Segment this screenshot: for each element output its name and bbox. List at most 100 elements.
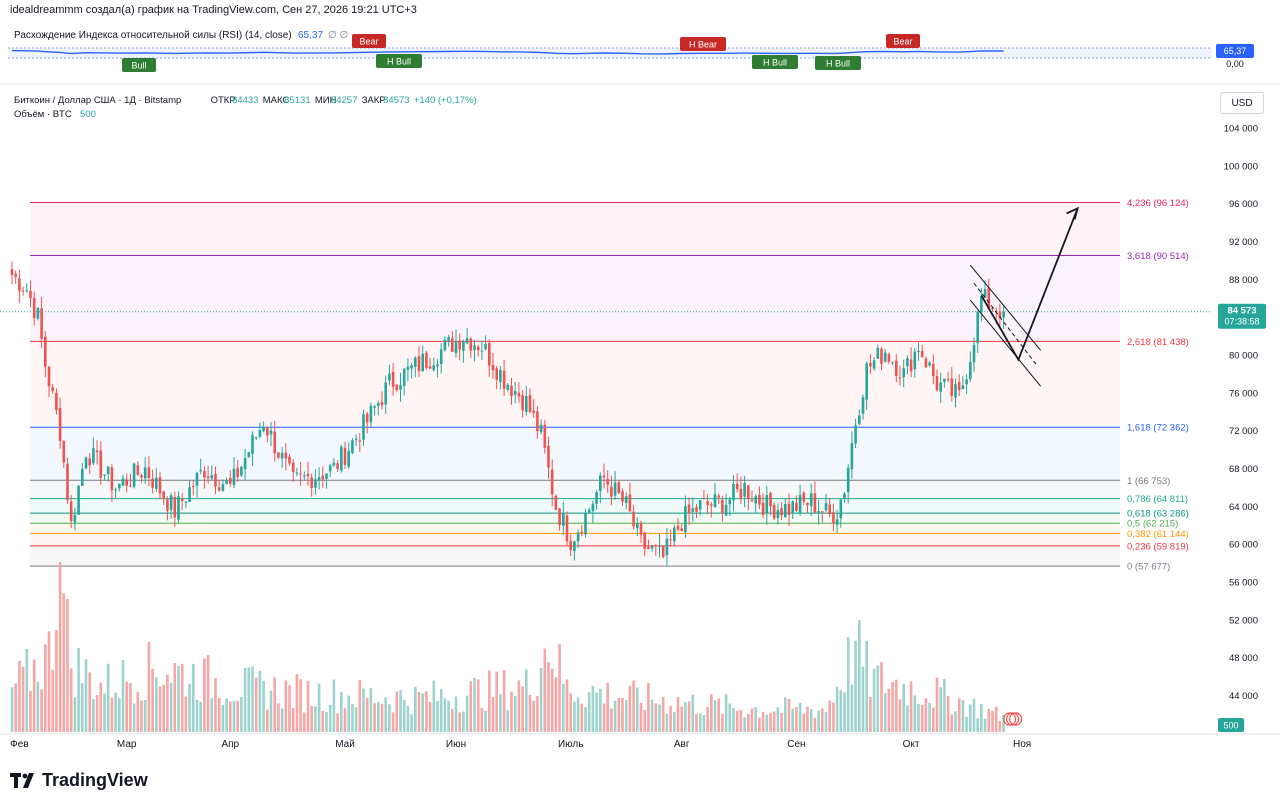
candle: [858, 409, 861, 426]
volume-bar: [917, 703, 920, 732]
candle: [439, 343, 443, 374]
candle-body: [580, 531, 584, 534]
volume-bar: [584, 707, 587, 732]
candle: [29, 280, 32, 308]
candle-body: [354, 438, 358, 440]
candle: [99, 441, 103, 485]
candle-body: [406, 366, 410, 370]
candle-body: [206, 476, 210, 478]
candle: [347, 442, 350, 469]
volume-bar: [473, 677, 476, 732]
volume-bar: [288, 685, 291, 732]
candle: [229, 470, 232, 487]
candle-body: [554, 495, 558, 510]
volume-bar: [547, 662, 550, 732]
candle-body: [118, 483, 121, 489]
candle-body: [883, 352, 887, 362]
candle: [865, 361, 868, 410]
price-tick-label: 60 000: [1229, 540, 1258, 551]
volume-bars: [10, 562, 1005, 732]
volume-bar: [684, 701, 687, 732]
candle-body: [321, 475, 325, 480]
volume-bar: [332, 679, 336, 732]
candle: [25, 283, 29, 293]
volume-bar: [314, 706, 317, 732]
candle: [772, 502, 776, 521]
volume-bar: [787, 699, 791, 732]
volume-bar: [303, 712, 306, 732]
volume-bar: [95, 694, 99, 732]
candle: [454, 329, 458, 358]
candle: [343, 441, 347, 470]
candle: [632, 505, 635, 530]
volume-bar: [769, 712, 772, 732]
volume-bar: [258, 670, 262, 732]
candle: [584, 508, 587, 538]
volume-bar: [451, 709, 454, 732]
candle-body: [99, 450, 103, 478]
candle: [846, 464, 850, 504]
candle: [854, 418, 857, 448]
volume-bar: [772, 711, 776, 732]
volume-bar: [876, 665, 880, 732]
volume-bar: [195, 699, 199, 732]
volume-bar: [162, 684, 165, 732]
volume-bar: [510, 691, 513, 732]
candle-body: [499, 370, 502, 383]
candle: [554, 494, 558, 510]
close-label: ЗАКР: [362, 95, 386, 106]
candle-body: [880, 348, 883, 364]
candle-body: [876, 347, 880, 359]
price-tick-label: 80 000: [1229, 351, 1258, 362]
rsi-line: [11, 49, 1004, 55]
candle: [721, 495, 724, 522]
candle-body: [332, 462, 336, 466]
candle: [791, 500, 794, 520]
candle: [987, 278, 991, 309]
volume-bar: [206, 655, 210, 732]
candle: [421, 345, 424, 373]
candle: [373, 404, 376, 416]
candle: [787, 493, 791, 526]
candle-body: [310, 477, 313, 488]
candle-body: [813, 493, 817, 513]
candle-body: [610, 486, 613, 497]
currency-button[interactable]: USD: [1220, 92, 1264, 114]
volume-bar: [906, 705, 909, 732]
volume-bar: [399, 690, 402, 732]
candle: [806, 502, 809, 514]
volume-bar: [824, 711, 828, 732]
candle-body: [399, 384, 402, 390]
fib-level-label: 0,618 (63 286): [1127, 509, 1189, 520]
high-label: МАКС: [263, 95, 290, 106]
candle: [765, 485, 769, 525]
fib-zone: [30, 427, 1120, 481]
fib-zone: [30, 498, 1120, 514]
candle: [273, 420, 276, 462]
candle: [883, 349, 887, 363]
volume-bar: [343, 708, 347, 732]
candle-body: [706, 501, 709, 505]
candle-body: [1002, 311, 1005, 318]
close-value: 84573: [383, 95, 409, 106]
volume-bar: [406, 706, 410, 732]
candle: [84, 456, 88, 470]
candle-body: [791, 501, 794, 514]
candle-body: [129, 485, 132, 487]
volume-bar: [854, 640, 857, 732]
candle-body: [595, 492, 598, 504]
candle-body: [636, 523, 639, 528]
fib-zone: [30, 523, 1120, 534]
candle: [288, 453, 291, 466]
candle-body: [314, 479, 317, 488]
candle: [188, 480, 191, 503]
volume-bar: [291, 707, 295, 732]
rsi-tag-label: Bull: [131, 61, 146, 71]
volume-bar: [40, 689, 43, 732]
candle: [835, 509, 839, 534]
volume-bar: [939, 687, 942, 732]
volume-bar: [262, 680, 265, 732]
candle: [81, 463, 84, 487]
candle: [732, 474, 735, 512]
